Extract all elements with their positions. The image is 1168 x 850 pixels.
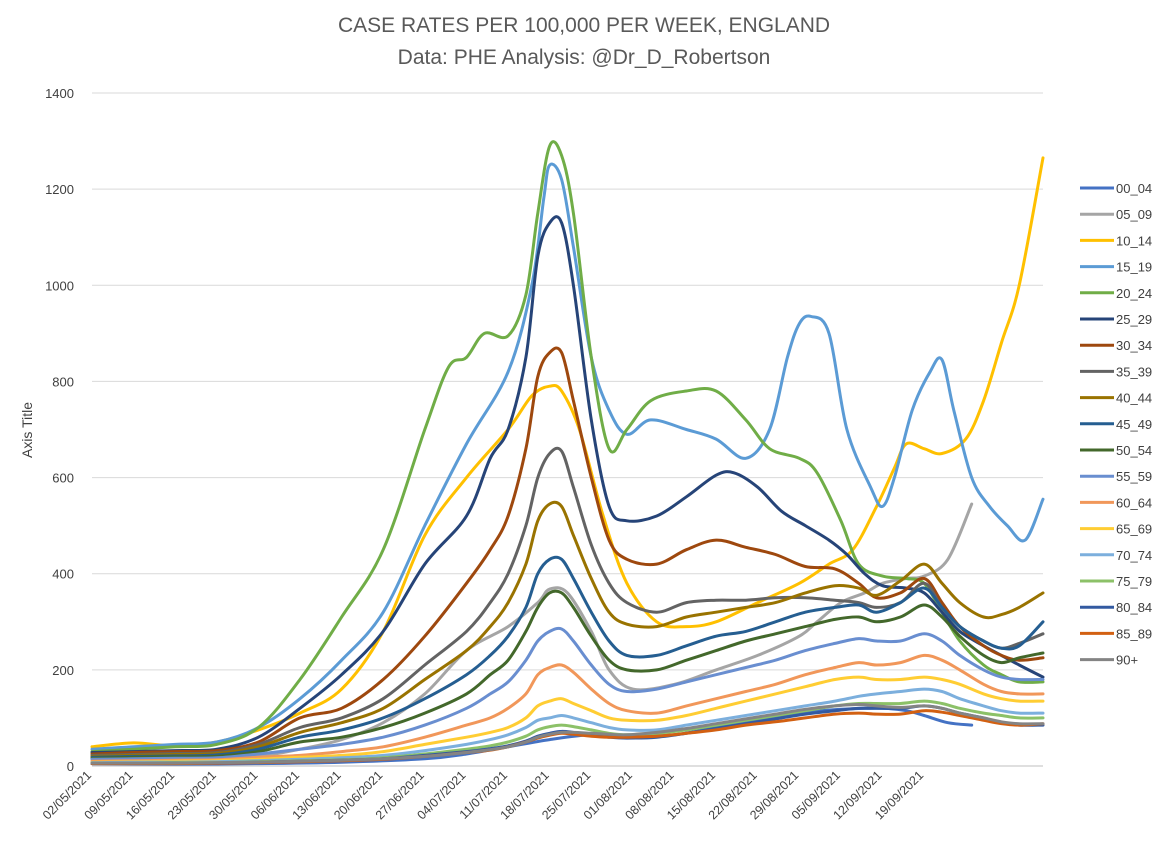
series-line-20_24 bbox=[90, 140, 1045, 754]
y-tick-label: 800 bbox=[52, 374, 74, 389]
legend-label: 40_44 bbox=[1116, 391, 1152, 406]
series-line-40_44 bbox=[90, 500, 1045, 758]
legend-label: 85_89 bbox=[1116, 626, 1152, 641]
series-line-45_49 bbox=[90, 555, 1045, 759]
series-line-10_14 bbox=[90, 156, 1045, 749]
y-tick-label: 200 bbox=[52, 663, 74, 678]
legend-label: 30_34 bbox=[1116, 338, 1152, 353]
legend-label: 60_64 bbox=[1116, 495, 1152, 510]
legend-label: 00_04 bbox=[1116, 181, 1152, 196]
series-line-35_39 bbox=[90, 446, 1045, 757]
series-line-50_54 bbox=[90, 589, 1045, 760]
legend-label: 10_14 bbox=[1116, 233, 1152, 248]
series-line-25_29 bbox=[90, 215, 1045, 754]
legend-label: 90+ bbox=[1116, 653, 1138, 668]
legend-label: 35_39 bbox=[1116, 364, 1152, 379]
series-line-65_69 bbox=[90, 675, 1045, 764]
legend-label: 25_29 bbox=[1116, 312, 1152, 327]
legend: 00_04 05_09 10_14 15_19 20_24 25_29 30_34 35_39… bbox=[1080, 181, 1152, 668]
y-axis-title: Axis Title bbox=[19, 402, 35, 458]
y-tick-label: 400 bbox=[52, 567, 74, 582]
y-tick-label: 1400 bbox=[45, 86, 74, 101]
y-tick-label: 1000 bbox=[45, 278, 74, 293]
series-line-15_19 bbox=[90, 162, 1045, 751]
legend-label: 80_84 bbox=[1116, 600, 1152, 615]
series-line-55_59 bbox=[90, 626, 1045, 761]
legend-label: 15_19 bbox=[1116, 260, 1152, 275]
y-tick-label: 1200 bbox=[45, 182, 74, 197]
legend-label: 50_54 bbox=[1116, 443, 1152, 458]
x-axis-ticks: 02/05/202109/05/202116/05/202123/05/2021… bbox=[40, 768, 926, 822]
legend-label: 20_24 bbox=[1116, 286, 1152, 301]
chart-title: CASE RATES PER 100,000 PER WEEK, ENGLAND bbox=[338, 14, 830, 37]
legend-label: 45_49 bbox=[1116, 417, 1152, 432]
y-axis-ticks: 0 200 400 600 800 1000 1200 1400 bbox=[45, 86, 74, 774]
legend-label: 05_09 bbox=[1116, 207, 1152, 222]
legend-label: 70_74 bbox=[1116, 548, 1152, 563]
legend-label: 75_79 bbox=[1116, 574, 1152, 589]
legend-label: 65_69 bbox=[1116, 522, 1152, 537]
series-line-30_34 bbox=[90, 346, 1045, 756]
legend-label: 55_59 bbox=[1116, 469, 1152, 484]
series-line-90plus bbox=[90, 703, 1045, 765]
series-lines bbox=[90, 140, 1045, 766]
gridlines bbox=[92, 92, 1043, 767]
series-line-70_74 bbox=[90, 687, 1045, 765]
y-tick-label: 0 bbox=[67, 759, 74, 774]
y-tick-label: 600 bbox=[52, 471, 74, 486]
chart-subtitle: Data: PHE Analysis: @Dr_D_Robertson bbox=[398, 46, 771, 69]
series-line-60_64 bbox=[90, 653, 1045, 763]
